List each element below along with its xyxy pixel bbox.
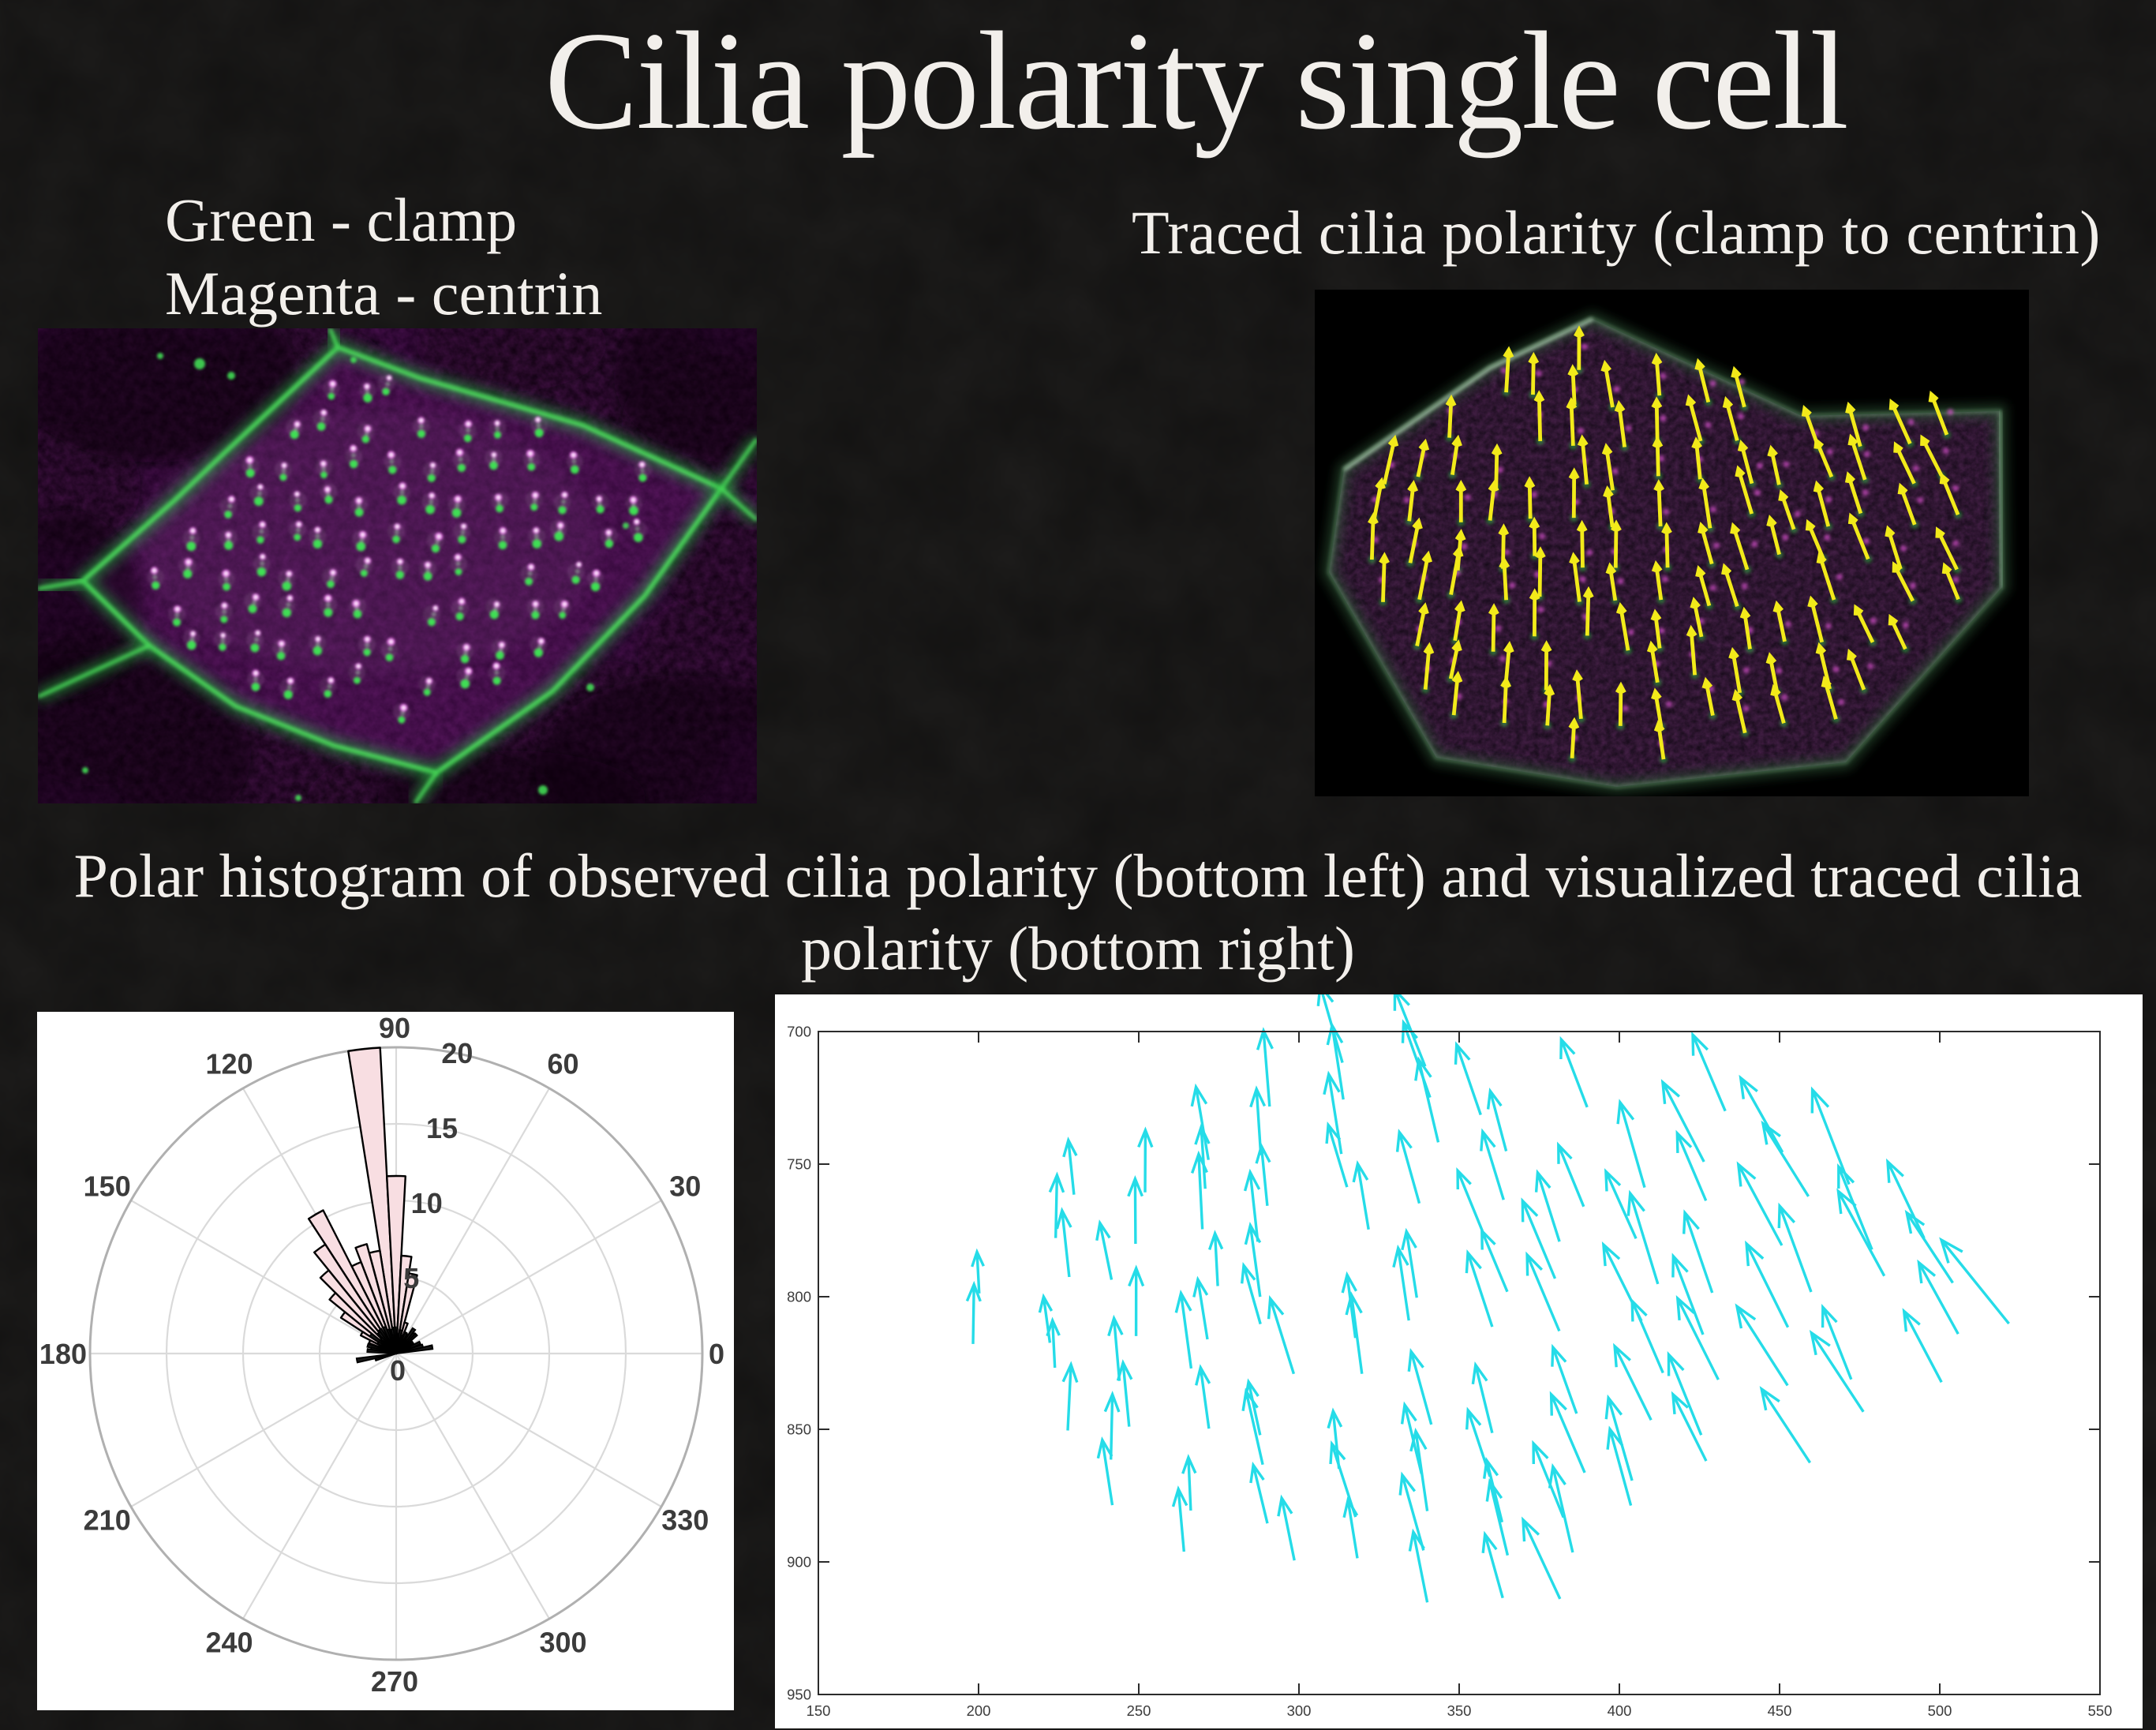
svg-text:330: 330	[661, 1504, 709, 1537]
svg-text:300: 300	[539, 1626, 586, 1658]
svg-text:500: 500	[1928, 1702, 1952, 1719]
svg-text:150: 150	[807, 1702, 831, 1719]
svg-text:5: 5	[403, 1262, 419, 1294]
svg-text:950: 950	[787, 1687, 811, 1703]
svg-text:20: 20	[441, 1037, 473, 1069]
svg-text:150: 150	[84, 1170, 131, 1203]
svg-text:0: 0	[390, 1354, 406, 1387]
svg-text:90: 90	[379, 1012, 410, 1044]
svg-text:450: 450	[1768, 1702, 1792, 1719]
svg-text:200: 200	[967, 1702, 991, 1719]
svg-text:300: 300	[1287, 1702, 1312, 1719]
svg-text:0: 0	[709, 1338, 724, 1370]
svg-text:900: 900	[787, 1554, 811, 1571]
svg-text:700: 700	[787, 1024, 811, 1040]
svg-text:30: 30	[669, 1170, 701, 1203]
svg-text:350: 350	[1447, 1702, 1472, 1719]
svg-text:800: 800	[787, 1289, 811, 1305]
svg-text:210: 210	[84, 1504, 131, 1537]
svg-text:250: 250	[1127, 1702, 1151, 1719]
svg-text:120: 120	[205, 1048, 253, 1080]
svg-text:850: 850	[787, 1421, 811, 1438]
svg-text:180: 180	[39, 1338, 87, 1370]
svg-text:270: 270	[371, 1665, 418, 1698]
svg-text:15: 15	[426, 1112, 458, 1144]
svg-text:10: 10	[411, 1187, 443, 1219]
svg-text:240: 240	[205, 1626, 253, 1658]
svg-text:550: 550	[2088, 1702, 2113, 1719]
svg-text:60: 60	[547, 1048, 578, 1080]
svg-text:750: 750	[787, 1156, 811, 1173]
svg-text:400: 400	[1608, 1702, 1632, 1719]
